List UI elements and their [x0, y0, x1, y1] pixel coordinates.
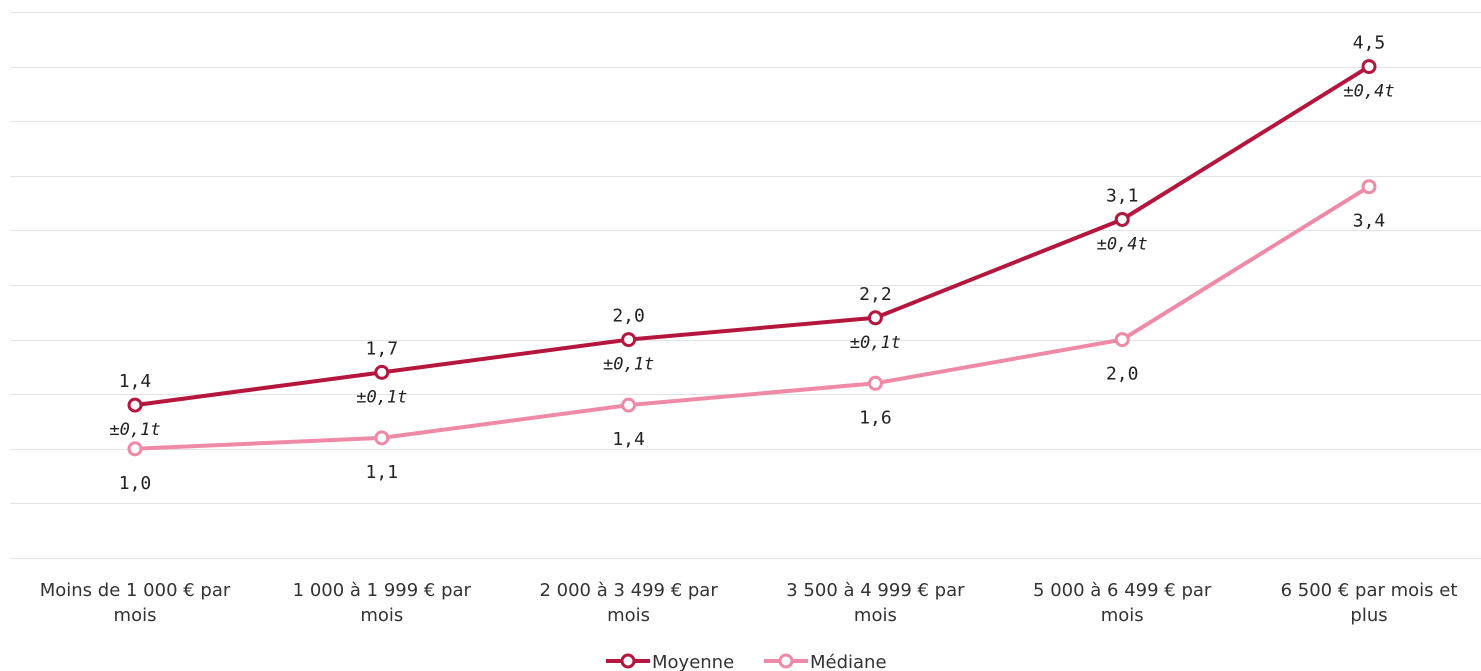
data-label: 1,6	[859, 407, 892, 428]
x-tick-label: 3 500 à 4 999 € par mois	[786, 580, 965, 626]
data-point	[1114, 332, 1130, 348]
data-point	[1361, 179, 1377, 195]
data-point	[867, 310, 883, 326]
error-label: ±0,1t	[109, 420, 160, 440]
data-point	[621, 332, 637, 348]
data-point	[1361, 59, 1377, 75]
data-point	[127, 397, 143, 413]
error-label: ±0,1t	[850, 333, 901, 353]
x-tick-label: Moins de 1 000 € par mois	[40, 580, 231, 626]
legend-swatch-marker	[778, 653, 794, 669]
legend-label: Médiane	[810, 652, 887, 671]
data-point	[374, 364, 390, 380]
data-point	[1114, 211, 1130, 227]
data-label: 1,7	[366, 338, 399, 359]
legend-item-mediane: Médiane	[764, 652, 887, 671]
x-tick-label: 6 500 € par mois et plus	[1281, 580, 1458, 626]
data-label: 1,0	[119, 473, 152, 494]
grid-lines	[10, 12, 1481, 559]
x-tick-label: 1 000 à 1 999 € par mois	[293, 580, 472, 626]
data-point	[867, 375, 883, 391]
data-point	[374, 430, 390, 446]
series-lines	[134, 64, 1371, 451]
data-label: 2,2	[859, 284, 892, 305]
data-labels: 1,4 ±0,1t 1,7 ±0,1t 2,0 ±0,1t 2,2 ±0,1t 3,1 ±0,4t…	[109, 33, 1394, 494]
error-label: ±0,1t	[356, 387, 407, 407]
series-line-mediane	[134, 185, 1371, 451]
error-label: ±0,4t	[1097, 234, 1148, 254]
series-points	[127, 59, 1377, 457]
legend-swatch-marker	[620, 653, 636, 669]
x-tick-label: 5 000 à 6 499 € par mois	[1033, 580, 1212, 626]
error-label: ±0,1t	[603, 355, 654, 375]
data-point	[127, 441, 143, 457]
data-label: 3,4	[1353, 211, 1386, 232]
data-label: 2,0	[1106, 364, 1139, 385]
data-label: 2,0	[612, 306, 645, 327]
x-axis-tick-labels: Moins de 1 000 € par mois 1 000 à 1 999 € …	[40, 580, 1458, 626]
series-line-moyenne	[134, 64, 1371, 408]
data-label: 1,4	[612, 429, 645, 450]
legend-item-moyenne: Moyenne	[606, 652, 734, 671]
data-point	[621, 397, 637, 413]
legend: Moyenne Médiane	[606, 652, 887, 671]
error-label: ±0,4t	[1343, 82, 1394, 102]
legend-label: Moyenne	[652, 652, 734, 671]
x-tick-label: 2 000 à 3 499 € par mois	[539, 580, 718, 626]
data-label: 1,1	[366, 462, 399, 483]
data-label: 3,1	[1106, 185, 1139, 206]
data-label: 1,4	[119, 371, 152, 392]
data-label: 4,5	[1353, 33, 1386, 54]
